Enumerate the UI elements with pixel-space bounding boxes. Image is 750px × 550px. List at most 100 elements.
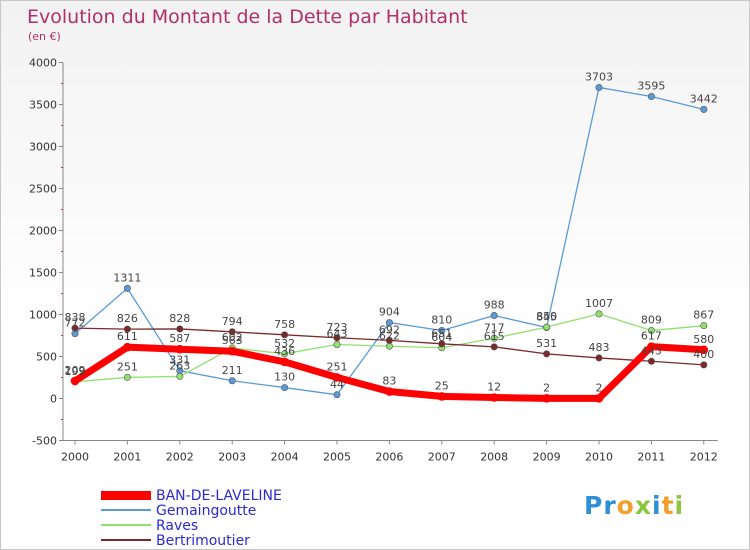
data-label: 723 [327,321,348,334]
data-point [699,345,709,355]
data-point [595,310,603,318]
data-label: 826 [117,312,138,325]
legend-label: BAN-DE-LAVELINE [156,488,282,504]
data-point [175,344,185,354]
data-label: 758 [274,318,295,331]
data-point [123,325,131,333]
data-label: 615 [484,330,505,343]
data-point [71,324,79,332]
data-point [594,394,604,403]
data-label: 622 [379,329,400,342]
data-label: 772 [65,317,86,330]
y-tick-label: 1000 [29,309,57,322]
data-label: 617 [641,330,662,343]
y-tick-label: 3000 [29,141,57,154]
data-label: 436 [274,345,295,358]
x-tick-label: 2011 [637,451,665,464]
legend-label: Bertrimoutier [156,533,250,549]
data-point [438,326,446,334]
data-label: 1311 [113,271,141,284]
y-tick-label: 3500 [29,99,57,112]
data-label: 717 [484,321,505,334]
x-tick-label: 2004 [271,451,299,464]
data-label: 211 [222,364,243,377]
data-point [595,354,603,362]
x-tick-label: 2002 [166,451,194,464]
data-label: 1007 [585,297,613,310]
data-label: 25 [435,379,449,392]
x-tick-label: 2005 [323,451,351,464]
data-label: 563 [222,334,243,347]
data-point [438,340,446,348]
data-label: 130 [274,371,295,384]
data-label: 251 [327,360,348,373]
data-point [647,327,655,335]
data-label: 587 [169,332,190,345]
data-point [700,322,708,330]
legend: BAN-DE-LAVELINEGemaingoutteRavesBertrimo… [101,488,282,549]
data-label: 263 [169,359,190,372]
x-tick-label: 2006 [375,451,403,464]
data-point [543,323,551,331]
data-label: 692 [379,323,400,336]
data-point [228,328,236,336]
data-point [542,394,551,403]
data-label: 400 [693,348,714,361]
data-point [437,392,447,401]
data-label: 904 [379,306,400,319]
x-tick-label: 2003 [218,451,246,464]
data-point [333,391,341,399]
proxiti-logo: Proxiti [584,491,685,520]
data-point [543,350,551,358]
data-point [700,361,708,369]
data-label: 794 [222,315,243,328]
chart-title: Evolution du Montant de la Dette par Hab… [27,6,468,28]
x-tick-label: 2007 [428,451,456,464]
axes: -500 0 500 1000 1500 2000 2500 3000 3500 4000 2000… [29,57,718,464]
legend-label: Raves [156,518,198,534]
legend-label: Gemaingoutte [156,503,256,519]
data-label: 532 [274,337,295,350]
data-point [595,83,603,91]
data-label: 611 [117,330,138,343]
data-point [176,325,184,333]
data-point [489,393,499,402]
data-point [385,342,393,350]
data-point [490,343,498,351]
data-point [281,384,289,392]
data-point [281,331,289,339]
data-label: 531 [536,337,557,350]
data-point [123,342,132,352]
data-label: 44 [330,378,344,391]
data-label: 988 [484,299,505,312]
data-point [70,376,80,386]
data-label: 331 [169,354,190,367]
x-tick-label: 2008 [480,451,508,464]
data-label: 845 [536,311,557,324]
y-tick-label: 2500 [29,183,57,196]
data-label: 3442 [690,92,718,105]
x-tick-label: 2000 [61,451,89,464]
data-label: 251 [117,360,138,373]
data-point [281,350,289,358]
chart-unit-label: (en €) [28,30,61,43]
data-label: 2 [596,381,603,394]
data-point [280,357,289,367]
data-point [647,342,656,351]
y-tick-label: 500 [36,351,57,364]
x-tick-label: 2009 [533,451,561,464]
data-label: 580 [693,333,714,346]
data-point [385,387,394,396]
data-label: 3595 [637,80,665,93]
data-label: 651 [431,327,452,340]
legend-swatch [101,491,151,500]
x-tick-label: 2001 [113,451,141,464]
data-point [333,340,341,348]
data-point [490,312,498,320]
data-point [385,319,393,327]
data-label: 602 [222,331,243,344]
data-point [332,373,342,382]
data-label: 443 [641,344,662,357]
